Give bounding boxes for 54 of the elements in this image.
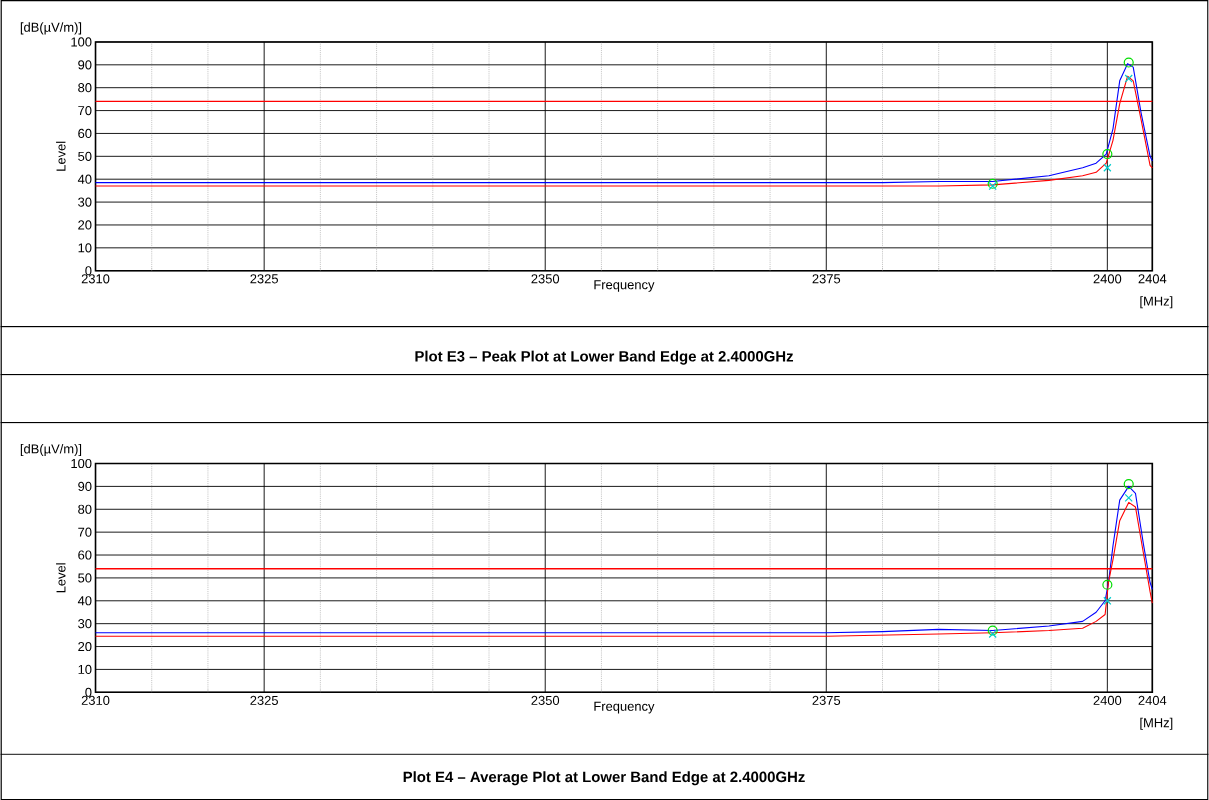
x-tick-label: 2404: [1138, 695, 1167, 705]
text: [MHz]: [1140, 717, 1173, 730]
point: [1103, 596, 1112, 605]
point: [1102, 148, 1113, 160]
y-tick-label: 70: [78, 527, 92, 537]
x-tick-label: 2325: [250, 695, 278, 705]
y-tick-label: 20: [78, 220, 92, 230]
text: [MHz]: [1140, 296, 1173, 309]
x-tick-label: 2404: [1138, 274, 1167, 284]
x-tick-label: 2325: [250, 274, 278, 284]
point: [1123, 57, 1134, 68]
text: Plot E3 – Peak Plot at Lower Band Edge at 2.4000GHz: [415, 350, 794, 365]
x-tick-label: 2350: [531, 695, 560, 705]
y-tick-label: 0: [85, 687, 92, 697]
text: Plot E4 – Average Plot at Lower Band Edge at 2.4000GHz: [403, 771, 805, 786]
text: [dB(µV/m)]: [20, 443, 82, 456]
y-tick-label: 30: [78, 197, 92, 207]
text: [dB(µV/m)]: [20, 22, 82, 35]
y-tick-label: 60: [78, 550, 92, 560]
x-tick-label: 2310: [81, 274, 110, 284]
y-tick-label: 80: [78, 504, 92, 514]
point: [988, 629, 997, 638]
x-tick-label: 2400: [1093, 695, 1122, 705]
x-tick-label: 2375: [812, 274, 841, 284]
y-tick-label: 100: [71, 37, 92, 47]
x-axis-title: Frequency: [594, 701, 655, 714]
y-tick-label: 90: [78, 60, 92, 70]
x-tick-label: 2310: [81, 695, 110, 705]
y-tick-label: 50: [78, 151, 92, 161]
point: [987, 625, 998, 636]
y-tick-label: 30: [78, 618, 92, 629]
point: [1103, 163, 1112, 172]
y-tick-label: 40: [77, 174, 92, 184]
y-tick-label: 20: [78, 641, 92, 652]
y-tick-label: 70: [78, 105, 92, 116]
y-tick-label: 80: [78, 83, 92, 93]
y-tick-label: 10: [78, 664, 92, 674]
y-tick-label: 100: [71, 458, 92, 469]
point: [1102, 579, 1113, 590]
x-tick-label: 2400: [1093, 274, 1122, 284]
y-axis-title: Level: [56, 563, 66, 593]
point: [1123, 478, 1134, 490]
y-tick-label: 0: [85, 266, 92, 276]
y-tick-label: 10: [78, 243, 92, 253]
y-tick-label: 40: [77, 596, 92, 606]
point: [1124, 74, 1133, 83]
x-tick-label: 2350: [531, 274, 560, 284]
x-tick-label: 2375: [812, 695, 841, 705]
y-tick-label: 90: [78, 481, 92, 491]
point: [1124, 493, 1133, 502]
y-tick-label: 60: [78, 128, 92, 138]
y-tick-label: 50: [78, 573, 92, 583]
y-axis-title: Level: [56, 141, 66, 171]
x-axis-title: Frequency: [594, 280, 655, 292]
